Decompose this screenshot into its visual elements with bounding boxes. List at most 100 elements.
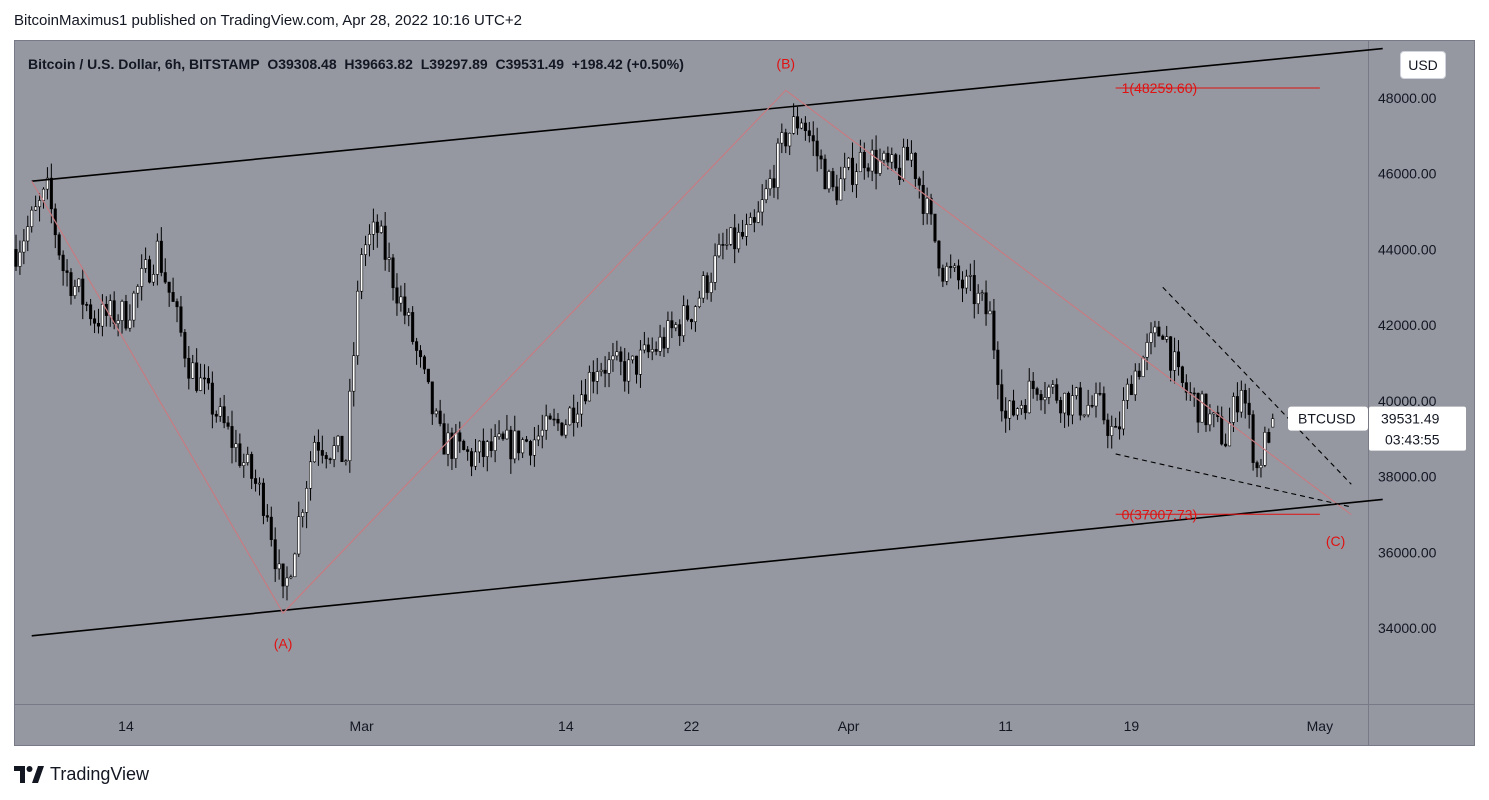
candle-body[interactable] [583,394,587,402]
candle-body[interactable] [909,152,913,161]
candle-body[interactable] [273,539,277,570]
candle-body[interactable] [646,344,650,353]
candle-body[interactable] [320,450,324,456]
candle-body[interactable] [312,442,316,463]
candle-body[interactable] [1251,414,1255,463]
candle-body[interactable] [1000,384,1004,412]
candle-body[interactable] [666,320,670,349]
candle-body[interactable] [811,135,815,142]
candle-body[interactable] [65,270,69,273]
candle-body[interactable] [752,217,756,223]
chart-frame[interactable]: 1(48259.60) 0(37007.73) (A) (B) (C) 34000.00… [14,40,1475,746]
candle-body[interactable] [513,430,517,460]
candle-body[interactable] [481,440,485,457]
candle-body[interactable] [438,410,442,424]
candle-body[interactable] [709,282,713,293]
candle-body[interactable] [827,171,831,190]
candle-body[interactable] [493,436,497,451]
candle-body[interactable] [1023,405,1027,414]
candle-body[interactable] [957,265,961,281]
candle-body[interactable] [862,152,866,169]
candle-body[interactable] [1137,370,1141,377]
candle-body[interactable] [49,177,53,210]
candle-body[interactable] [202,377,207,380]
candle-body[interactable] [466,449,470,452]
candle-body[interactable] [426,368,430,383]
candle-body[interactable] [159,240,163,273]
candle-body[interactable] [729,227,733,245]
candle-body[interactable] [301,512,305,517]
candle-body[interactable] [576,413,580,423]
candle-body[interactable] [540,429,544,437]
candle-body[interactable] [878,159,882,174]
candle-body[interactable] [886,152,890,163]
candle-body[interactable] [155,240,159,275]
candle-body[interactable] [894,154,898,169]
candle-body[interactable] [340,435,344,463]
candle-body[interactable] [1039,394,1043,401]
candle-body[interactable] [187,357,191,379]
candle-body[interactable] [1125,383,1129,401]
candle-body[interactable] [179,306,183,333]
candle-body[interactable] [925,197,929,214]
candle-body[interactable] [949,266,953,268]
channel-lower-line[interactable] [31,498,1383,637]
candle-body[interactable] [1008,400,1012,419]
candle-body[interactable] [548,415,552,420]
candle-body[interactable] [772,178,776,188]
candle-body[interactable] [1212,412,1216,415]
candle-body[interactable] [175,301,179,308]
candle-body[interactable] [1074,387,1078,396]
candle-body[interactable] [1059,400,1063,414]
candle-body[interactable] [1220,416,1224,445]
candle-body[interactable] [1035,388,1039,395]
candle-body[interactable] [144,259,148,269]
candle-body[interactable] [552,418,556,421]
candle-body[interactable] [682,305,686,337]
candle-body[interactable] [1114,426,1118,428]
candle-body[interactable] [1078,387,1082,416]
candle-body[interactable] [1019,405,1023,409]
candle-body[interactable] [360,254,364,292]
candle-body[interactable] [446,432,450,455]
candle-body[interactable] [1027,380,1031,414]
candle-body[interactable] [1133,370,1137,396]
candle-body[interactable] [1051,384,1055,388]
candle-body[interactable] [269,516,273,540]
candle-body[interactable] [521,439,525,454]
candle-body[interactable] [171,292,175,302]
candle-body[interactable] [450,432,454,459]
candle-body[interactable] [764,188,768,201]
candle-body[interactable] [960,279,965,289]
candle-body[interactable] [807,130,811,136]
candle-body[interactable] [395,287,399,304]
candle-body[interactable] [206,378,210,384]
candle-body[interactable] [254,478,258,484]
candle-body[interactable] [658,336,662,352]
candle-body[interactable] [285,577,289,587]
candle-body[interactable] [568,407,572,426]
candle-body[interactable] [77,278,81,287]
candle-body[interactable] [38,200,42,208]
candle-body[interactable] [1255,462,1259,469]
candle-body[interactable] [73,286,77,296]
candle-body[interactable] [120,301,124,321]
candle-body[interactable] [257,482,262,485]
candle-body[interactable] [627,359,631,382]
candle-body[interactable] [693,306,697,323]
candle-body[interactable] [964,275,968,289]
candle-body[interactable] [953,265,957,268]
candle-body[interactable] [379,225,383,233]
candle-body[interactable] [776,142,780,188]
candle-body[interactable] [442,423,446,455]
candle-body[interactable] [1157,326,1161,337]
candle-body[interactable] [670,320,674,329]
candle-body[interactable] [148,259,152,283]
candle-body[interactable] [517,430,521,454]
candle-body[interactable] [305,487,309,513]
candle-body[interactable] [819,155,823,160]
candle-body[interactable] [1086,405,1090,416]
candle-body[interactable] [509,429,513,460]
candle-body[interactable] [701,275,705,299]
candle-body[interactable] [532,439,536,456]
